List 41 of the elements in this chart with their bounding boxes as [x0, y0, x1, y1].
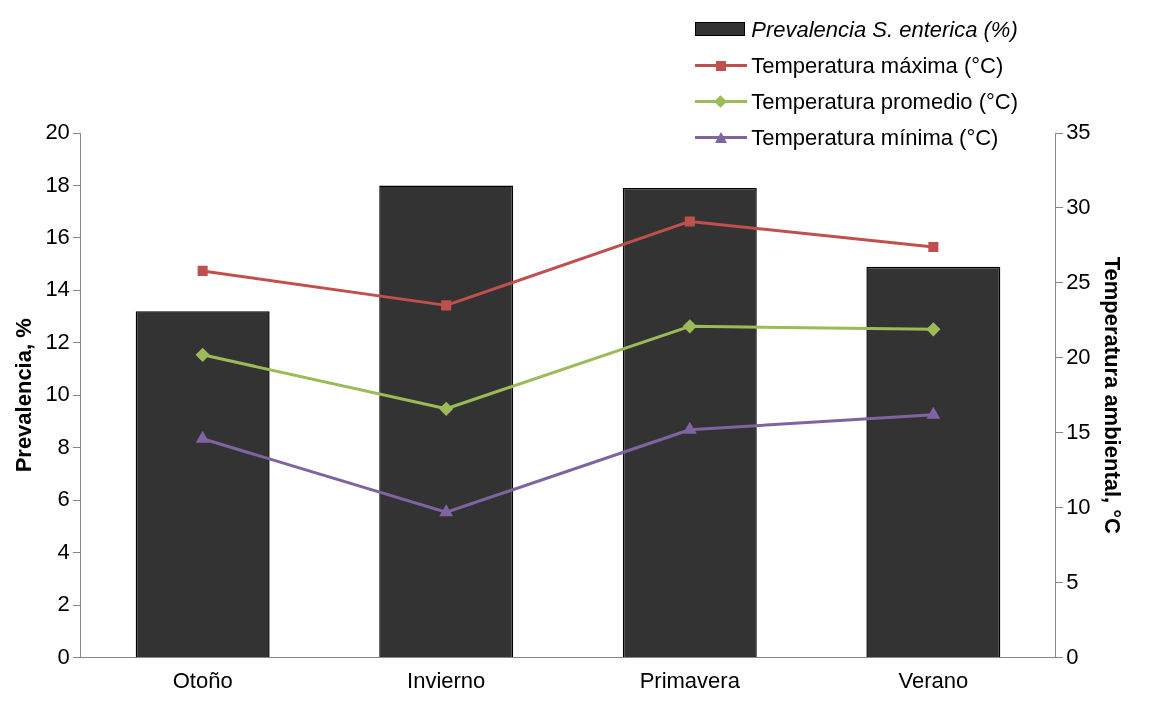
legend-label: Prevalencia S. enterica (%) [751, 17, 1018, 43]
point [926, 322, 940, 336]
point [440, 505, 453, 517]
y-axis-title: Prevalencia, % [11, 318, 37, 473]
legend-label: Temperatura mínima (°C) [751, 125, 999, 151]
x-tick-label: Primavera [639, 667, 741, 693]
y-tick-label: 14 [45, 276, 70, 302]
y-tick-label: 0 [57, 643, 70, 669]
point [441, 300, 452, 311]
point [196, 348, 210, 362]
y-tick-label: 20 [45, 119, 70, 145]
legend-label: Temperatura promedio (°C) [751, 89, 1018, 115]
point [928, 241, 939, 252]
y2-tick-label: 25 [1066, 268, 1091, 294]
y-tick-label: 6 [57, 486, 70, 512]
point [197, 265, 208, 276]
y-tick-label: 16 [45, 223, 70, 249]
y-tick-label: 2 [57, 591, 70, 617]
y-tick-label: 4 [57, 538, 70, 564]
point [927, 408, 940, 419]
y2-tick-label: 0 [1066, 643, 1079, 669]
y-tick-label: 12 [45, 328, 70, 354]
y-tick-label: 10 [45, 381, 70, 407]
y-tick-label: 8 [57, 433, 70, 459]
point [196, 432, 209, 443]
y2-tick-label: 15 [1066, 418, 1091, 444]
y2-tick-label: 5 [1066, 568, 1079, 594]
y-tick-label: 18 [45, 171, 70, 197]
y2-tick-label: 35 [1066, 119, 1091, 145]
legend-label: Temperatura máxima (°C) [751, 53, 1004, 79]
point [684, 216, 695, 227]
x-tick-label: Verano [898, 667, 969, 693]
x-tick-label: Otoño [172, 667, 233, 693]
point [683, 319, 697, 333]
y2-tick-label: 20 [1066, 343, 1091, 369]
point [683, 423, 696, 434]
y2-axis-title: Temperatura ambiental, °C [1099, 256, 1125, 535]
x-tick-label: Invierno [407, 667, 486, 693]
y2-tick-label: 10 [1066, 493, 1091, 519]
point [439, 402, 453, 416]
y2-tick-label: 30 [1066, 194, 1091, 220]
